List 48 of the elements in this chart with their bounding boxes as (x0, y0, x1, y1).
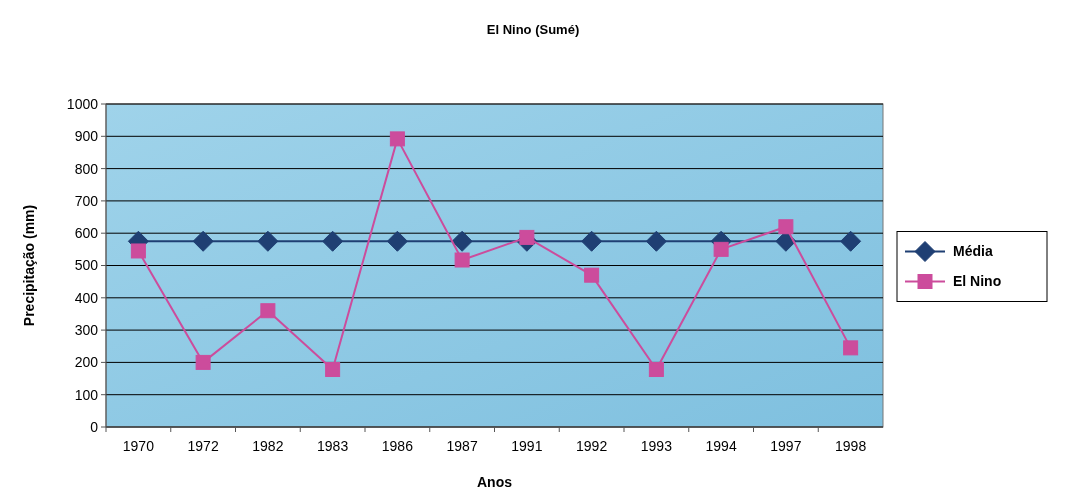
y-tick-label: 1000 (66, 95, 99, 112)
point (584, 267, 600, 283)
x-tick-label: 1997 (770, 438, 802, 454)
point (325, 362, 341, 378)
y-tick-label: 900 (74, 128, 99, 145)
point (260, 303, 276, 319)
legend-label: El Nino (953, 273, 1002, 290)
point (454, 252, 470, 268)
y-tick-label: 600 (74, 225, 99, 242)
point (386, 230, 408, 252)
x-tick-label: 1982 (252, 438, 284, 454)
x-tick-label: 1992 (576, 438, 608, 454)
point (778, 219, 794, 235)
point (257, 230, 279, 252)
point (192, 230, 214, 252)
point (648, 362, 664, 378)
y-tick-label: 700 (74, 192, 99, 209)
y-tick-label: 0 (90, 418, 99, 435)
x-tick-label: 1991 (511, 438, 543, 454)
y-tick-label: 800 (74, 160, 99, 177)
chart-title: El Nino (Sumé) (486, 22, 580, 37)
y-tick-label: 400 (74, 289, 99, 306)
point (519, 229, 535, 245)
point (130, 243, 146, 259)
y-tick-label: 200 (74, 354, 99, 371)
point (645, 230, 667, 252)
x-tick-label: 1983 (317, 438, 349, 454)
x-tick-label: 1998 (835, 438, 867, 454)
x-tick-label: 1970 (122, 438, 155, 454)
x-tick-label: 1972 (187, 438, 219, 454)
point (843, 340, 859, 356)
x-tick-label: 1994 (705, 438, 737, 454)
point (195, 354, 211, 370)
point (713, 241, 729, 257)
y-tick-label: 500 (74, 257, 99, 274)
y-axis-title: Precipitação (mm) (21, 204, 37, 327)
x-tick-label: 1993 (640, 438, 673, 454)
x-axis-title: Anos (477, 474, 513, 490)
x-tick-label: 1986 (381, 438, 414, 454)
y-tick-label: 100 (74, 386, 99, 403)
point (322, 230, 344, 252)
point (389, 131, 405, 147)
point (581, 230, 603, 252)
y-tick-label: 300 (74, 322, 99, 338)
legend-label: Média (953, 243, 993, 260)
point (840, 230, 862, 252)
point (451, 230, 473, 252)
x-tick-label: 1987 (446, 438, 478, 454)
